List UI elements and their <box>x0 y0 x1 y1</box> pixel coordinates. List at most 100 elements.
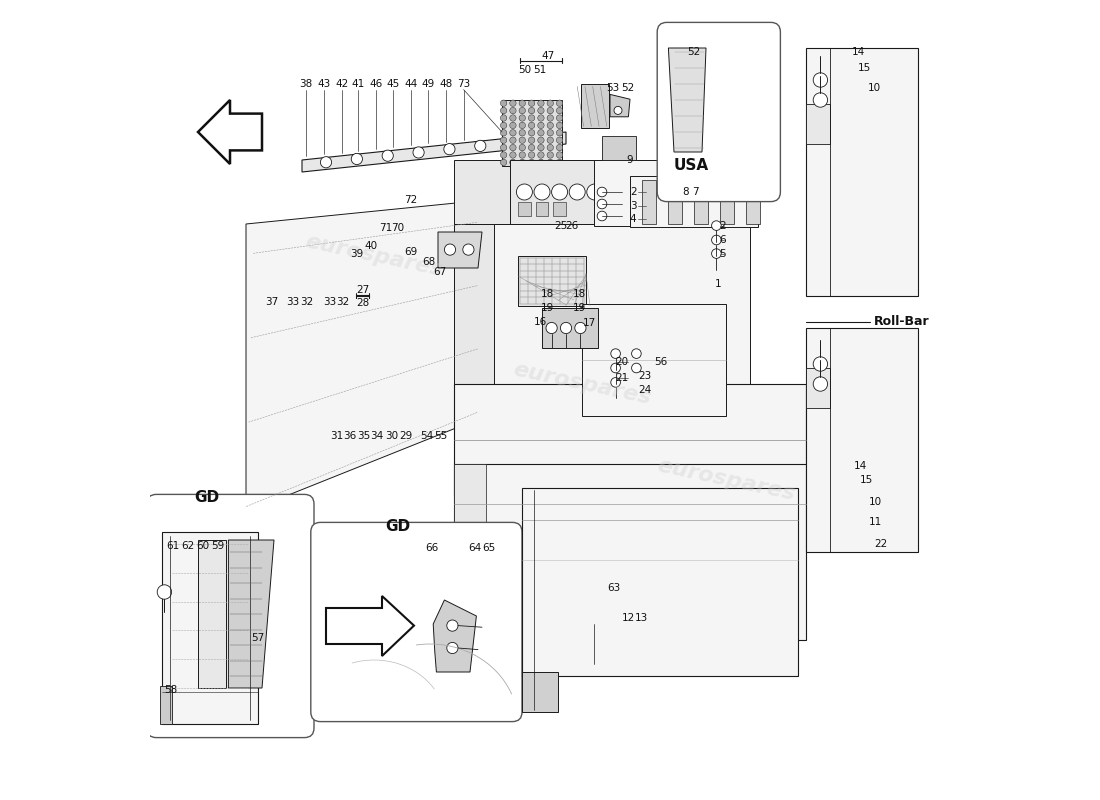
Text: 23: 23 <box>638 371 651 381</box>
Circle shape <box>528 100 535 106</box>
Text: 62: 62 <box>182 541 195 550</box>
Text: 48: 48 <box>439 79 452 89</box>
Text: USA: USA <box>673 158 708 173</box>
Circle shape <box>528 114 535 122</box>
Circle shape <box>519 159 526 166</box>
Text: 69: 69 <box>404 247 417 257</box>
FancyBboxPatch shape <box>146 494 314 738</box>
Circle shape <box>443 143 455 154</box>
Text: 40: 40 <box>364 241 377 250</box>
FancyBboxPatch shape <box>311 522 522 722</box>
Circle shape <box>537 134 548 145</box>
Text: 41: 41 <box>351 79 364 89</box>
Circle shape <box>610 363 620 373</box>
Polygon shape <box>582 304 726 416</box>
Circle shape <box>500 100 507 106</box>
Text: 70: 70 <box>392 223 405 233</box>
Circle shape <box>597 187 607 197</box>
Polygon shape <box>502 100 562 166</box>
Text: 14: 14 <box>854 461 867 470</box>
Circle shape <box>712 221 722 230</box>
Text: 6: 6 <box>719 235 726 245</box>
Circle shape <box>500 114 507 122</box>
Text: 22: 22 <box>874 539 888 549</box>
Circle shape <box>557 107 563 114</box>
Circle shape <box>506 137 517 148</box>
Circle shape <box>813 93 827 107</box>
Text: 49: 49 <box>421 79 434 89</box>
Circle shape <box>813 377 827 391</box>
Circle shape <box>447 620 458 631</box>
Bar <box>536 202 549 216</box>
Text: 35: 35 <box>358 431 371 441</box>
Polygon shape <box>806 48 918 296</box>
Text: 4: 4 <box>630 214 637 224</box>
Circle shape <box>528 137 535 143</box>
Polygon shape <box>630 176 758 227</box>
Polygon shape <box>806 104 830 144</box>
Text: 5: 5 <box>719 249 726 258</box>
Text: 45: 45 <box>386 79 399 89</box>
Circle shape <box>500 152 507 158</box>
Circle shape <box>528 122 535 129</box>
Circle shape <box>351 154 363 165</box>
Circle shape <box>631 349 641 358</box>
Polygon shape <box>198 100 262 164</box>
Text: 46: 46 <box>368 79 382 89</box>
Text: 66: 66 <box>425 543 438 553</box>
Text: Roll-Bar: Roll-Bar <box>874 315 929 328</box>
Circle shape <box>575 322 586 334</box>
Text: 1: 1 <box>715 279 722 289</box>
Circle shape <box>547 100 553 106</box>
Circle shape <box>519 144 526 151</box>
Text: 9: 9 <box>627 155 634 165</box>
Circle shape <box>500 122 507 129</box>
Circle shape <box>519 100 526 106</box>
Circle shape <box>547 159 553 166</box>
Text: 10: 10 <box>869 497 882 506</box>
Polygon shape <box>542 308 598 348</box>
Text: 15: 15 <box>859 475 872 485</box>
Text: 47: 47 <box>541 51 554 61</box>
Polygon shape <box>594 160 726 226</box>
Circle shape <box>444 244 455 255</box>
Text: GD: GD <box>385 519 410 534</box>
Text: 11: 11 <box>869 517 882 526</box>
Polygon shape <box>522 672 558 712</box>
Circle shape <box>631 363 641 373</box>
Circle shape <box>509 159 516 166</box>
Text: 13: 13 <box>635 613 648 622</box>
Circle shape <box>538 130 544 136</box>
Text: 34: 34 <box>371 431 384 441</box>
Polygon shape <box>586 624 622 664</box>
Circle shape <box>546 322 558 334</box>
Circle shape <box>547 152 553 158</box>
Circle shape <box>597 199 607 209</box>
Text: 64: 64 <box>469 543 482 553</box>
Circle shape <box>519 137 526 143</box>
Circle shape <box>813 73 827 87</box>
Text: 54: 54 <box>420 431 433 441</box>
Text: 33: 33 <box>286 298 299 307</box>
Circle shape <box>528 130 535 136</box>
Text: 36: 36 <box>343 431 356 441</box>
Circle shape <box>519 122 526 129</box>
Text: 15: 15 <box>858 63 871 73</box>
Circle shape <box>500 130 507 136</box>
Text: 20: 20 <box>615 357 628 366</box>
Circle shape <box>538 159 544 166</box>
Text: 24: 24 <box>638 386 651 395</box>
Text: 21: 21 <box>615 373 628 382</box>
Text: 71: 71 <box>379 223 393 233</box>
Text: GD: GD <box>194 490 219 505</box>
Text: eurospares: eurospares <box>304 231 444 281</box>
Text: 61: 61 <box>166 541 179 550</box>
Text: 63: 63 <box>607 583 620 593</box>
Circle shape <box>463 244 474 255</box>
Text: 18: 18 <box>541 290 554 299</box>
Text: 19: 19 <box>573 303 586 313</box>
Text: 14: 14 <box>852 47 866 57</box>
Circle shape <box>547 130 553 136</box>
Circle shape <box>557 152 563 158</box>
Circle shape <box>610 378 620 387</box>
